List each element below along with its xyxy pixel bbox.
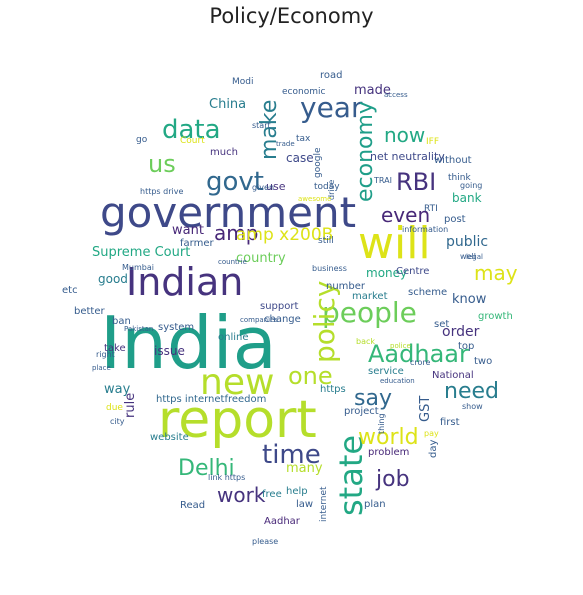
word-today: today <box>314 182 340 192</box>
word-rti: RTI <box>424 204 438 214</box>
word-much: much <box>210 147 238 158</box>
word-website: website <box>150 432 189 443</box>
word-tax: tax <box>296 134 311 144</box>
word-etc: etc <box>62 285 78 296</box>
word-case: case <box>286 151 314 165</box>
word-link-https: link https <box>208 473 245 482</box>
word-system: system <box>158 322 194 333</box>
word-growth: growth <box>478 311 513 322</box>
word-start: start <box>252 121 271 130</box>
word-law: law <box>296 499 313 510</box>
word-police: police <box>390 342 411 350</box>
word-companies: companies <box>240 316 278 324</box>
word-going: going <box>460 181 482 190</box>
word-farmer: farmer <box>180 238 214 249</box>
word-bank: bank <box>452 191 482 205</box>
word-right: right <box>96 350 115 359</box>
word-rbi: RBI <box>396 168 436 196</box>
word-trade: trade <box>276 140 295 148</box>
word-support: support <box>260 301 298 312</box>
word-us: us <box>148 150 176 178</box>
word-given: given <box>252 183 274 192</box>
word-centre: Centre <box>396 266 429 277</box>
word-need: need <box>444 379 499 404</box>
word-post: post <box>444 214 466 225</box>
word-iff: IFF <box>426 137 439 147</box>
word-city: city <box>110 417 125 426</box>
word-https-drive: https drive <box>140 187 183 196</box>
word-https: https <box>320 384 346 395</box>
word-modi: Modi <box>232 77 254 87</box>
word-gst: GST <box>418 396 433 422</box>
word-due: due <box>106 403 123 413</box>
word-policy: policy <box>308 281 341 363</box>
word-better: better <box>74 306 105 317</box>
word-legal: legal <box>466 253 483 261</box>
word-free: free <box>262 489 282 500</box>
word-access: access <box>384 91 408 99</box>
word-economic: economic <box>282 87 325 97</box>
word-business: business <box>312 264 347 273</box>
word-national: National <box>432 370 474 381</box>
word-rule: rule <box>123 393 138 418</box>
word-top: top <box>458 341 474 352</box>
word-google: google <box>313 147 323 178</box>
word-aadhar: Aadhar <box>264 516 301 527</box>
word-plan: plan <box>364 499 386 510</box>
word-place: place <box>92 364 111 372</box>
word-set: set <box>434 319 449 330</box>
word-countrie: countrie <box>218 258 247 266</box>
word-number: number <box>326 281 366 292</box>
word-awesome: awesome <box>298 195 331 203</box>
word-pay: pay <box>424 429 439 438</box>
word-help: help <box>286 486 308 497</box>
word-still: still <box>318 236 334 246</box>
word-good: good <box>98 272 128 286</box>
word-two: two <box>474 356 492 367</box>
word-supreme-court: Supreme Court <box>92 245 190 260</box>
word-online: online <box>218 332 249 343</box>
word-https-internetfreedom: https internetfreedom <box>156 394 266 405</box>
word-information: information <box>402 225 448 234</box>
word-know: know <box>452 292 487 307</box>
word-market: market <box>352 291 388 302</box>
word-scheme: scheme <box>408 287 447 298</box>
word-court: Court <box>180 136 205 146</box>
word-public: public <box>446 234 488 250</box>
word-pakistan: Pakistan <box>124 325 153 333</box>
word-work: work <box>217 483 266 507</box>
word-internet: internet <box>319 486 329 522</box>
word-want: want <box>172 223 204 238</box>
word-show: show <box>462 402 483 411</box>
word-thing: thing <box>377 413 386 434</box>
word-trai: TRAI <box>373 176 392 185</box>
word-education: education <box>380 377 415 385</box>
word-service: service <box>368 366 404 377</box>
word-china: China <box>209 97 246 112</box>
word-project: project <box>344 406 379 417</box>
word-crore: crore <box>410 358 431 367</box>
word-go: go <box>136 135 148 145</box>
word-even: even <box>381 203 430 227</box>
word-read: Read <box>180 500 205 511</box>
word-now: now <box>384 123 425 147</box>
word-govt: govt <box>206 167 264 197</box>
word-many: many <box>286 461 323 476</box>
word-first: first <box>440 417 460 428</box>
word-day: day <box>428 440 439 458</box>
word-issue: issue <box>154 344 185 358</box>
word-without: without <box>434 155 472 166</box>
word-job: job <box>375 467 410 492</box>
word-mumbai: Mumbai <box>122 263 154 272</box>
word-please: please <box>252 537 278 546</box>
word-problem: problem <box>368 447 409 458</box>
word-back: back <box>356 337 375 346</box>
word-road: road <box>320 70 343 81</box>
word-may: may <box>474 261 518 285</box>
